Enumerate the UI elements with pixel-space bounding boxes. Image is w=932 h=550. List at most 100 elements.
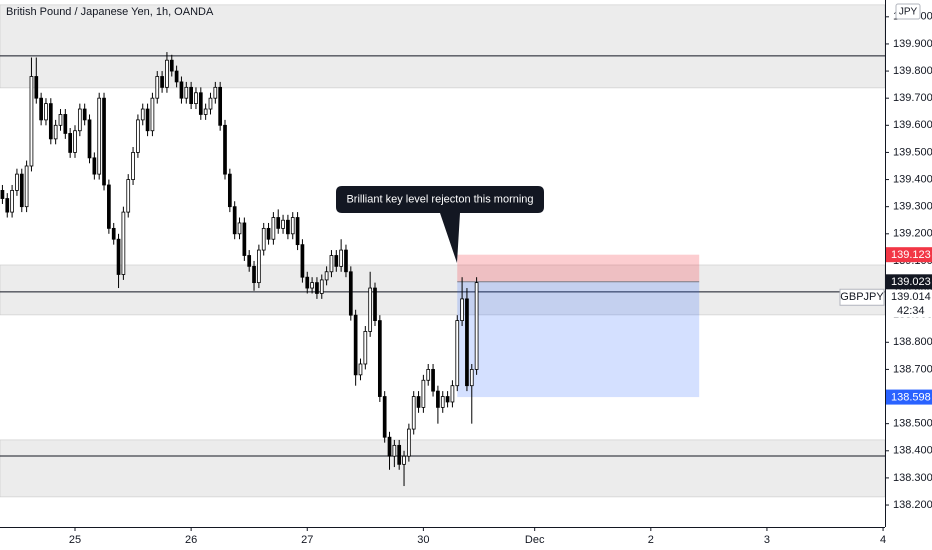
candle-body	[368, 287, 373, 332]
candle-body	[213, 86, 218, 99]
x-tick-label: 30	[417, 534, 429, 546]
candles	[0, 52, 479, 487]
candle-body	[339, 249, 343, 267]
candle-body	[436, 390, 440, 408]
target-label-bg	[886, 389, 932, 405]
y-tick-label: 138.400	[893, 445, 932, 457]
candle-body	[150, 97, 155, 132]
candle-body	[431, 369, 435, 392]
candle-body	[34, 76, 39, 99]
symbol-box	[839, 288, 885, 306]
candle-body	[73, 130, 77, 153]
candle-body	[111, 227, 116, 240]
candle-body	[373, 287, 377, 321]
candle-body	[247, 255, 252, 267]
y-tick-label: 139.500	[893, 146, 932, 158]
currency-button[interactable]	[895, 3, 921, 20]
candle-body	[426, 369, 431, 381]
candle-body	[107, 184, 111, 229]
candle-body	[194, 92, 198, 105]
candle-body	[19, 173, 24, 208]
y-tick-label: 138.300	[893, 472, 932, 484]
candle-body	[39, 97, 43, 121]
candle-body	[77, 108, 82, 132]
candle-body	[29, 76, 34, 167]
candle-body	[24, 165, 29, 208]
zone	[0, 439, 886, 498]
candle-body	[232, 206, 237, 235]
candle-body	[407, 428, 411, 457]
candle-body	[329, 255, 334, 273]
y-tick-label: 138.200	[893, 499, 932, 511]
price-labels: 139.123 139.023 138.598 139.014 42:34 GBPJPY	[839, 247, 932, 405]
entry-label: 139.023	[891, 276, 931, 288]
candle-body	[15, 173, 19, 191]
candle-body	[198, 92, 203, 115]
candle-body	[165, 59, 169, 88]
zones	[0, 4, 886, 498]
candle-body	[392, 444, 397, 457]
stop-zone	[457, 254, 700, 282]
candle-body	[402, 455, 406, 465]
last-price: 139.014	[891, 291, 931, 303]
candle-body	[382, 396, 387, 438]
countdown: 42:34	[897, 305, 925, 317]
target-label: 138.598	[891, 391, 931, 403]
y-tick-label: 139.800	[893, 65, 932, 77]
candle-body	[286, 219, 290, 235]
candle-body	[315, 282, 319, 294]
candle-body	[121, 211, 126, 275]
annotation: Brilliant key level rejecton this mornin…	[346, 193, 533, 205]
candle-body	[223, 124, 227, 175]
candle-body	[290, 217, 295, 235]
candle-body	[450, 385, 455, 403]
candle-body	[324, 271, 329, 281]
candle-body	[53, 124, 58, 140]
candle-body	[87, 119, 92, 159]
candle-body	[160, 76, 164, 88]
candle-body	[344, 249, 348, 273]
candle-body	[58, 114, 63, 126]
callout-box	[336, 186, 544, 263]
candle-body	[387, 436, 392, 457]
x-tick-label: 3	[764, 534, 770, 546]
candle-body	[261, 227, 266, 251]
candle-body	[281, 219, 285, 229]
time-axis-bg	[0, 527, 932, 550]
symbol: GBPJPY	[840, 291, 884, 303]
candle-body	[68, 133, 73, 153]
x-tick-label: 25	[69, 534, 81, 546]
candle-body	[179, 81, 184, 99]
candle-body	[445, 396, 450, 403]
y-tick-label: 139.300	[893, 201, 932, 213]
currency[interactable]: JPY	[899, 7, 918, 18]
candle-body	[266, 227, 271, 240]
y-tick-label: 139.700	[893, 92, 932, 104]
candle-body	[237, 222, 242, 235]
candle-body	[300, 244, 305, 278]
candle-body	[169, 59, 174, 72]
zone	[0, 4, 886, 89]
candle-body	[358, 363, 363, 376]
y-tick-label: 138.700	[893, 363, 932, 375]
candle-body	[126, 179, 131, 213]
x-tick-label: 26	[185, 534, 197, 546]
y-tick-label: 139.600	[893, 119, 932, 131]
chart-title: British Pound / Japanese Yen, 1h, OANDA	[6, 6, 214, 18]
candle-body	[242, 222, 247, 256]
candle-body	[116, 238, 121, 275]
candle-body	[421, 379, 426, 408]
candle-body	[276, 217, 281, 229]
candle-body	[440, 396, 445, 408]
candle-body	[310, 282, 314, 289]
y-tick-label: 138.500	[893, 418, 932, 430]
y-tick-label: 138.800	[893, 336, 932, 348]
stop-label: 139.123	[891, 249, 931, 261]
candle-body	[136, 119, 140, 153]
candle-body	[63, 114, 68, 134]
candle-body	[474, 282, 479, 370]
candle-body	[271, 217, 276, 240]
candle-body	[155, 76, 160, 99]
